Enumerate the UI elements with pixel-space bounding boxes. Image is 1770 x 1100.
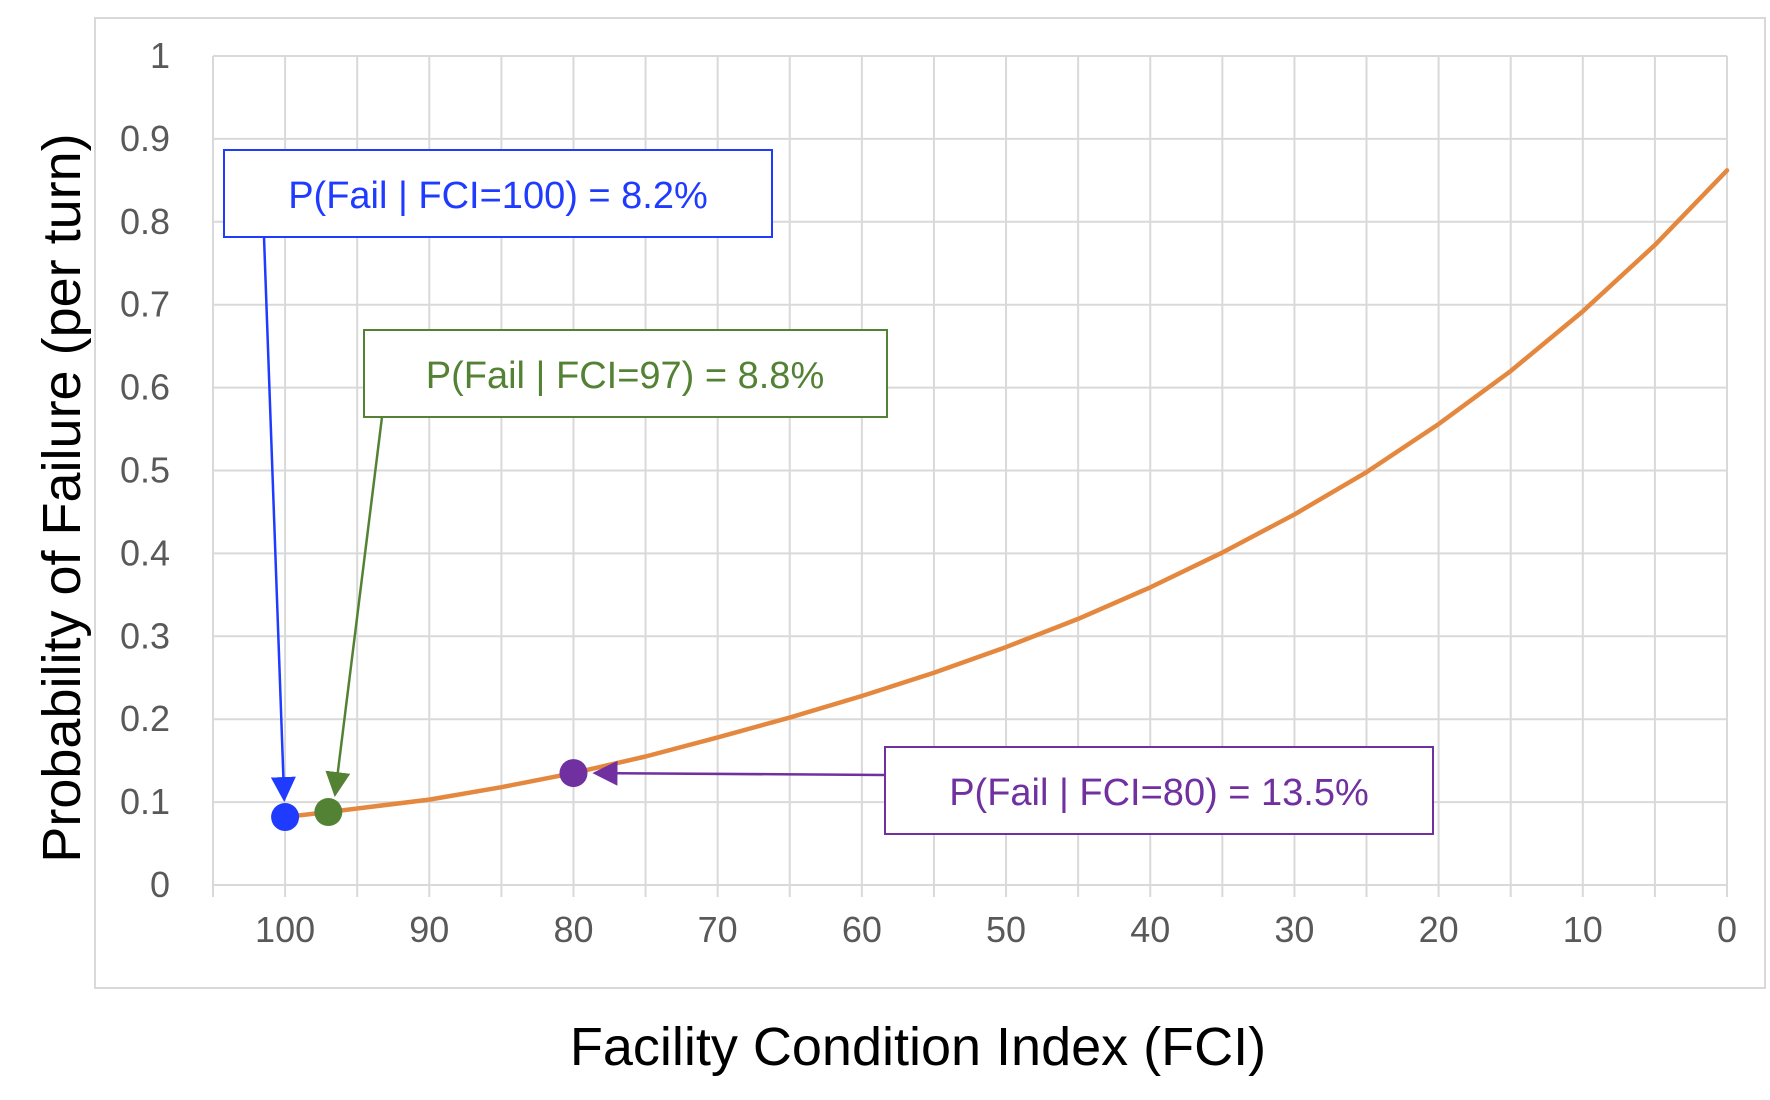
- point-fci-97: [314, 798, 343, 827]
- annotation-box-fci-80: [884, 746, 1434, 835]
- x-axis-title: Facility Condition Index (FCI): [570, 1017, 1266, 1077]
- failure-probability-curve: [282, 168, 1730, 820]
- y-tick-label: 0.6: [120, 367, 170, 408]
- y-tick-label: 0.1: [120, 781, 170, 822]
- series-layer: [282, 168, 1730, 820]
- annotation-label-fci-97: P(Fail | FCI=97) = 8.8%: [426, 355, 824, 397]
- y-tick-label: 1: [150, 35, 170, 76]
- y-tick-label: 0.9: [120, 118, 170, 159]
- y-tick-label: 0.3: [120, 615, 170, 656]
- annotation-arrow-fci-100: [262, 236, 296, 803]
- annotation-box-fci-97: [363, 329, 888, 418]
- annotation-box-fci-100: [223, 149, 773, 238]
- y-tick-label: 0.5: [120, 450, 170, 491]
- x-tick-label: 60: [842, 909, 882, 950]
- x-tick-label: 20: [1419, 909, 1459, 950]
- x-tick-label: 30: [1274, 909, 1314, 950]
- x-tick-label: 90: [409, 909, 449, 950]
- annotation-label-fci-80: P(Fail | FCI=80) = 13.5%: [949, 772, 1369, 814]
- y-tick-label: 0.2: [120, 698, 170, 739]
- x-tick-label: 100: [255, 909, 315, 950]
- annotation-arrow-fci-97: [325, 416, 384, 798]
- annotation-label-fci-100: P(Fail | FCI=100) = 8.2%: [288, 175, 708, 217]
- x-tick-label: 10: [1563, 909, 1603, 950]
- point-fci-100: [271, 803, 300, 832]
- annotation-arrow-fci-80: [592, 760, 886, 786]
- x-tick-label: 70: [698, 909, 738, 950]
- point-fci-80: [559, 759, 588, 788]
- annotation-layer: P(Fail | FCI=100) = 8.2% P(Fail | FCI=97…: [223, 149, 1434, 835]
- grid-layer: [212, 55, 1728, 886]
- y-tick-label: 0.7: [120, 284, 170, 325]
- y-tick-label: 0: [150, 864, 170, 905]
- x-tick-label: 0: [1717, 909, 1737, 950]
- y-tick-label: 0.8: [120, 201, 170, 242]
- points-layer: [271, 759, 588, 832]
- x-tick-label: 40: [1130, 909, 1170, 950]
- x-tick-label: 50: [986, 909, 1026, 950]
- y-tick-label: 0.4: [120, 532, 170, 573]
- y-axis-title: Probability of Failure (per turn): [32, 133, 92, 862]
- x-tick-label: 80: [553, 909, 593, 950]
